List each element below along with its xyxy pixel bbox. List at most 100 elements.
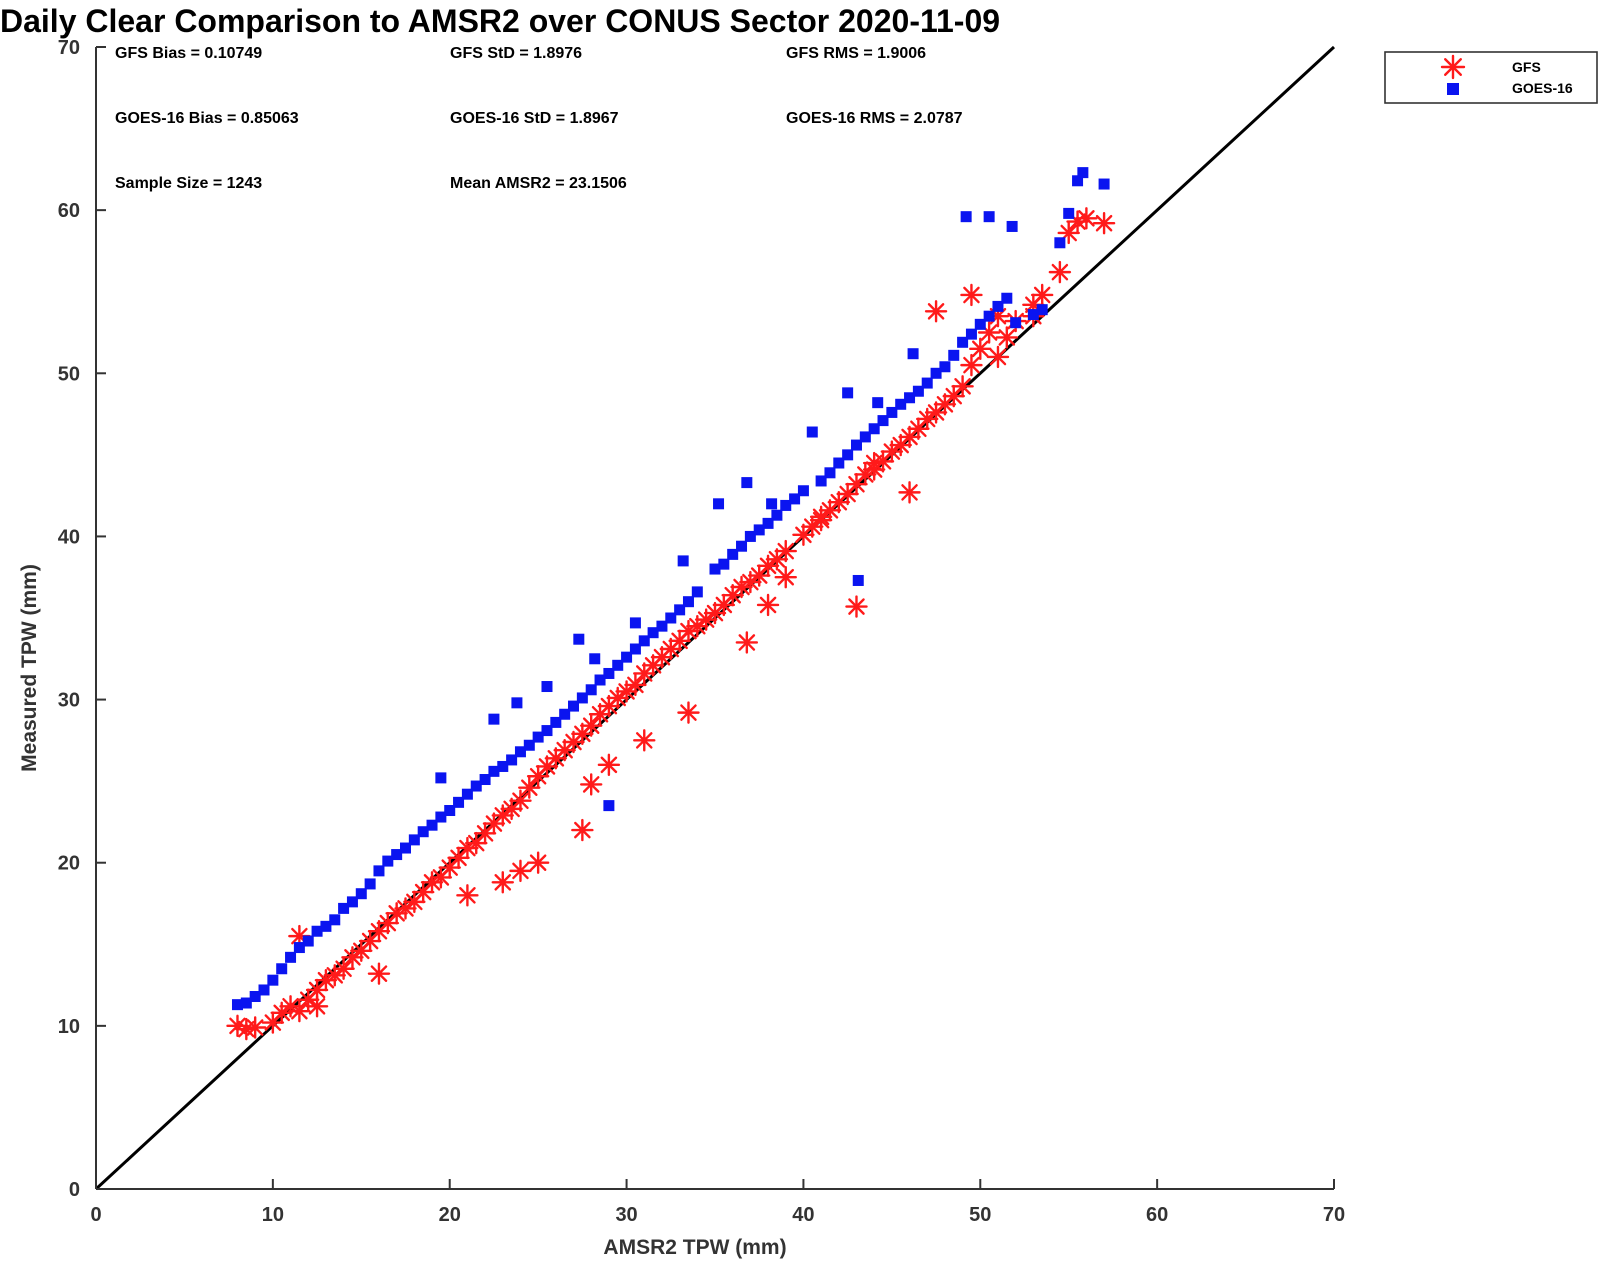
goes-16-point [965,328,977,340]
goes-16-point [797,485,809,497]
gfs-point [367,962,391,985]
legend-goes-16-marker [1447,83,1459,95]
goes-16-point [391,849,403,861]
goes-16-point [736,540,748,552]
x-tick-label: 30 [615,1204,637,1226]
goes-16-point [488,713,500,725]
x-tick-label: 40 [792,1204,814,1226]
goes-16-point [568,700,580,712]
goes-16-point [453,796,465,808]
gfs-point [924,300,948,323]
goes-16-point [948,349,960,361]
gfs-point [633,729,656,752]
goes-16-point [461,788,473,800]
stat-goes-rms: GOES-16 RMS = 2.0787 [786,110,963,127]
gfs-point [243,1016,267,1039]
goes-16-series [231,167,1110,1011]
goes-16-point [1010,317,1022,329]
goes-16-point [267,974,279,986]
goes-16-point [346,896,358,908]
goes-16-point [444,805,456,817]
goes-16-point [960,211,972,223]
y-tick-label: 10 [58,1016,80,1038]
x-tick-label: 70 [1323,1204,1345,1226]
goes-16-point [638,635,650,647]
goes-16-point [338,902,350,914]
gfs-point [898,425,921,449]
goes-16-point [957,336,969,348]
goes-16-point [629,617,641,629]
gfs-point [960,353,983,377]
goes-16-point [1077,167,1089,179]
goes-16-point [364,878,376,890]
goes-16-point [992,300,1004,312]
gfs-point [491,871,514,894]
y-tick-label: 20 [58,853,80,875]
goes-16-point [435,772,447,784]
goes-16-point [514,746,526,758]
x-tick-label: 60 [1146,1204,1168,1226]
goes-16-point [677,555,689,567]
goes-16-point [470,780,482,792]
y-tick-label: 60 [58,200,80,222]
gfs-point [862,451,886,475]
axes: 0 10 20 30 40 50 60 70 0 10 20 30 40 50 60 70 [58,37,1345,1226]
goes-16-point [789,493,801,505]
stat-goes-std: GOES-16 StD = 1.8967 [450,110,619,127]
legend-goes-16-square [1447,83,1459,95]
goes-16-point [682,596,694,608]
x-tick-label: 10 [262,1204,284,1226]
gfs-point [774,566,797,589]
goes-16-point [665,612,677,624]
gfs-point [305,995,329,1018]
gfs-point [1092,211,1116,235]
goes-16-point [559,708,571,720]
goes-16-point [850,439,862,451]
stats-annotations: GFS Bias = 0.10749 GFS StD = 1.8976 GFS … [115,45,963,192]
goes-16-point [930,367,942,379]
gfs-point [597,753,621,777]
goes-16-point [382,855,394,867]
goes-16-point [691,586,703,598]
gfs-point [969,337,992,361]
legend-gfs-asterisk [1440,54,1466,80]
goes-16-point [576,692,588,704]
gfs-point [735,631,759,654]
goes-16-point [852,574,864,586]
y-tick-label: 40 [58,526,80,548]
stat-gfs-bias: GFS Bias = 0.10749 [115,45,262,62]
goes-16-point [780,499,792,511]
goes-16-point [647,627,659,639]
goes-16-point [904,392,916,404]
goes-16-point [276,963,288,975]
goes-16-point [488,765,500,777]
goes-16-point [877,415,889,427]
goes-16-point [603,667,615,679]
goes-16-point [585,684,597,696]
goes-16-point [753,524,765,536]
gfs-point [960,283,983,307]
goes-16-point [1054,237,1066,249]
gfs-point [951,375,974,398]
goes-16-point [408,834,420,846]
goes-16-point [355,888,367,900]
gfs-series [226,207,1116,1041]
gfs-point [332,957,355,980]
goes-16-point [766,498,778,510]
gfs-point [580,714,603,737]
goes-16-point [674,604,686,616]
goes-16-point [656,620,668,632]
goes-16-point [842,387,854,399]
goes-16-point [550,716,562,728]
gfs-point [526,851,550,874]
y-tick-label: 50 [58,363,80,385]
gfs-point [809,508,833,532]
goes-16-point [506,754,518,766]
goes-16-point [1098,178,1110,190]
legend-goes-16-label: GOES-16 [1512,80,1573,96]
gfs-point [703,601,727,625]
goes-16-point [718,558,730,570]
goes-16-point [629,643,641,655]
goes-16-point [709,563,721,575]
goes-16-point [594,674,606,686]
